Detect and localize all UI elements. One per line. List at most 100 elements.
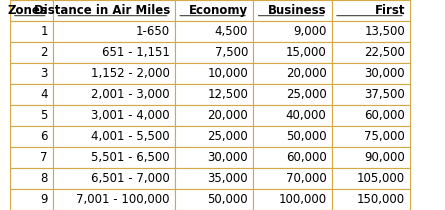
Text: 35,000: 35,000 — [207, 172, 248, 185]
Bar — [9, 189, 53, 210]
Bar — [175, 42, 253, 63]
Bar — [9, 63, 53, 84]
Text: 22,500: 22,500 — [364, 46, 405, 59]
Text: 20,000: 20,000 — [207, 109, 248, 122]
Text: 4,001 - 5,500: 4,001 - 5,500 — [91, 130, 170, 143]
Text: Business: Business — [268, 4, 327, 17]
Bar — [53, 0, 175, 21]
Text: 6: 6 — [40, 130, 48, 143]
Bar — [332, 21, 410, 42]
Bar — [253, 105, 332, 126]
Bar — [9, 0, 53, 21]
Bar — [175, 105, 253, 126]
Bar — [332, 42, 410, 63]
Text: 25,000: 25,000 — [207, 130, 248, 143]
Bar — [332, 105, 410, 126]
Bar — [53, 21, 175, 42]
Bar — [332, 126, 410, 147]
Text: First: First — [374, 4, 405, 17]
Bar — [9, 126, 53, 147]
Bar — [53, 63, 175, 84]
Bar — [332, 84, 410, 105]
Bar — [9, 168, 53, 189]
Bar — [175, 147, 253, 168]
Text: 150,000: 150,000 — [357, 193, 405, 206]
Bar — [332, 147, 410, 168]
Text: 25,000: 25,000 — [286, 88, 327, 101]
Text: 9: 9 — [40, 193, 48, 206]
Text: 7,500: 7,500 — [215, 46, 248, 59]
Text: 9,000: 9,000 — [293, 25, 327, 38]
Text: 4,500: 4,500 — [215, 25, 248, 38]
Text: 1-650: 1-650 — [136, 25, 170, 38]
Text: 30,000: 30,000 — [207, 151, 248, 164]
Bar — [332, 63, 410, 84]
Text: 105,000: 105,000 — [357, 172, 405, 185]
Bar — [175, 189, 253, 210]
Text: 2: 2 — [40, 46, 48, 59]
Text: 50,000: 50,000 — [207, 193, 248, 206]
Bar — [332, 189, 410, 210]
Bar — [53, 147, 175, 168]
Text: 15,000: 15,000 — [286, 46, 327, 59]
Text: 30,000: 30,000 — [364, 67, 405, 80]
Bar — [253, 147, 332, 168]
Text: 1: 1 — [40, 25, 48, 38]
Bar — [53, 84, 175, 105]
Bar — [175, 0, 253, 21]
Bar — [9, 84, 53, 105]
Text: 60,000: 60,000 — [286, 151, 327, 164]
Text: 4: 4 — [40, 88, 48, 101]
Bar — [53, 105, 175, 126]
Bar — [53, 189, 175, 210]
Bar — [53, 126, 175, 147]
Text: 7: 7 — [40, 151, 48, 164]
Text: 37,500: 37,500 — [364, 88, 405, 101]
Bar — [175, 168, 253, 189]
Text: Distance in Air Miles: Distance in Air Miles — [33, 4, 170, 17]
Bar — [9, 147, 53, 168]
Text: 90,000: 90,000 — [364, 151, 405, 164]
Bar — [175, 21, 253, 42]
Bar — [9, 21, 53, 42]
Text: 5: 5 — [40, 109, 48, 122]
Text: 3: 3 — [40, 67, 48, 80]
Text: Zones: Zones — [8, 4, 48, 17]
Bar — [253, 63, 332, 84]
Bar — [9, 105, 53, 126]
Bar — [332, 0, 410, 21]
Bar — [253, 126, 332, 147]
Bar — [253, 21, 332, 42]
Bar — [53, 168, 175, 189]
Text: 10,000: 10,000 — [207, 67, 248, 80]
Bar — [253, 84, 332, 105]
Text: 75,000: 75,000 — [364, 130, 405, 143]
Text: 2,001 - 3,000: 2,001 - 3,000 — [91, 88, 170, 101]
Text: 1,152 - 2,000: 1,152 - 2,000 — [91, 67, 170, 80]
Bar — [253, 0, 332, 21]
Text: 13,500: 13,500 — [364, 25, 405, 38]
Bar — [9, 42, 53, 63]
Text: 20,000: 20,000 — [286, 67, 327, 80]
Text: 60,000: 60,000 — [364, 109, 405, 122]
Text: Economy: Economy — [189, 4, 248, 17]
Text: 70,000: 70,000 — [286, 172, 327, 185]
Text: 5,501 - 6,500: 5,501 - 6,500 — [91, 151, 170, 164]
Text: 8: 8 — [40, 172, 48, 185]
Text: 12,500: 12,500 — [207, 88, 248, 101]
Text: 50,000: 50,000 — [286, 130, 327, 143]
Bar — [175, 84, 253, 105]
Bar — [53, 42, 175, 63]
Bar — [253, 189, 332, 210]
Text: 100,000: 100,000 — [279, 193, 327, 206]
Text: 651 - 1,151: 651 - 1,151 — [102, 46, 170, 59]
Text: 40,000: 40,000 — [286, 109, 327, 122]
Text: 7,001 - 100,000: 7,001 - 100,000 — [76, 193, 170, 206]
Bar — [253, 42, 332, 63]
Bar — [175, 63, 253, 84]
Bar — [332, 168, 410, 189]
Text: 6,501 - 7,000: 6,501 - 7,000 — [91, 172, 170, 185]
Text: 3,001 - 4,000: 3,001 - 4,000 — [91, 109, 170, 122]
Bar — [175, 126, 253, 147]
Bar — [253, 168, 332, 189]
